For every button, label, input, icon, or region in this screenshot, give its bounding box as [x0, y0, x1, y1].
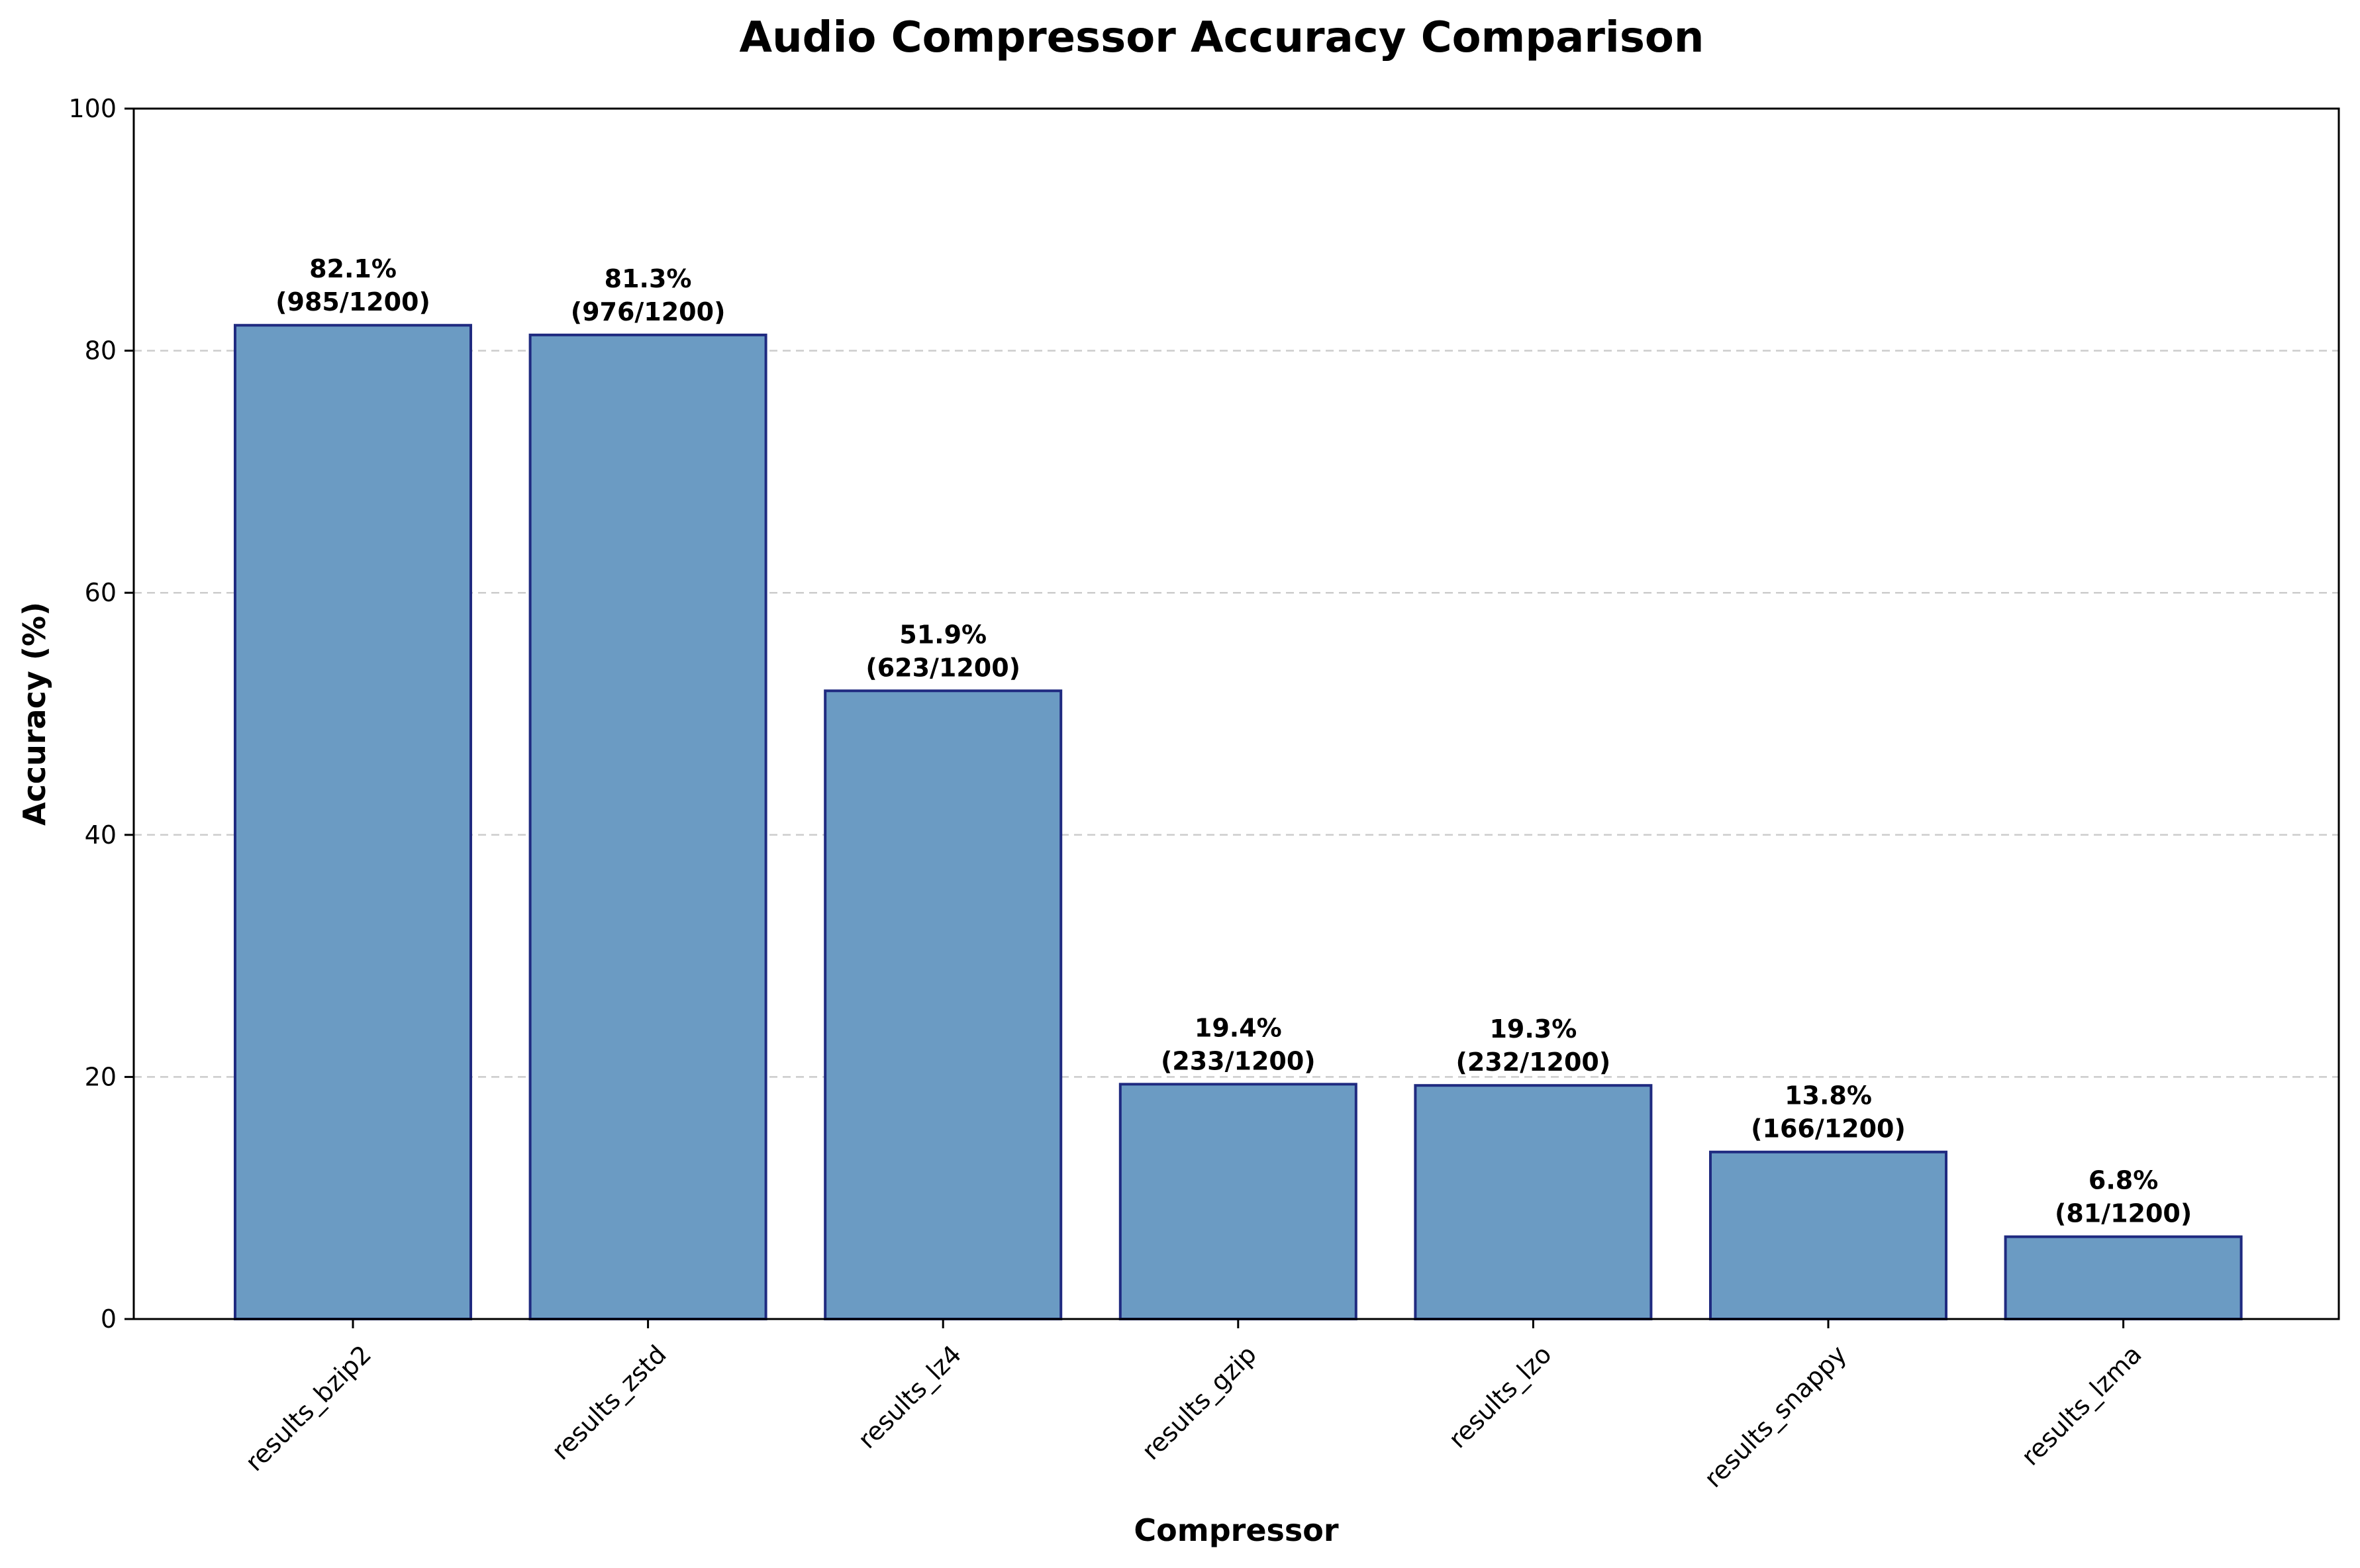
data-label-count: (166/1200) [1751, 1114, 1906, 1144]
data-label-count: (623/1200) [865, 653, 1020, 682]
data-label-percent: 19.4% [1195, 1013, 1282, 1042]
x-tick-label: results_gzip [1136, 1340, 1262, 1465]
data-label-percent: 82.1% [309, 254, 397, 283]
x-tick-label: results_bzip2 [240, 1340, 377, 1477]
data-label-count: (985/1200) [275, 287, 430, 317]
bar [1414, 1084, 1653, 1321]
data-label-percent: 81.3% [605, 264, 692, 293]
data-label-percent: 19.3% [1489, 1014, 1577, 1044]
plot-frame [132, 107, 2340, 1320]
y-tick-label: 0 [101, 1304, 117, 1334]
y-tick-label: 40 [85, 820, 117, 850]
bar [824, 689, 1063, 1320]
data-label-percent: 51.9% [899, 620, 987, 649]
bar [528, 333, 767, 1320]
gridlines [134, 350, 2339, 1078]
x-tick-label: results_lzo [1443, 1340, 1557, 1454]
bar [234, 324, 472, 1320]
bars [234, 324, 2243, 1321]
data-label-count: (233/1200) [1161, 1046, 1316, 1075]
y-tick-label: 100 [68, 94, 117, 123]
data-labels: 82.1% (985/1200) 81.3% (976/1200) 51.9% (623/… [275, 254, 2192, 1228]
bar [2004, 1235, 2243, 1321]
data-label-count: (232/1200) [1456, 1048, 1611, 1077]
data-label-count: (81/1200) [2055, 1199, 2192, 1228]
y-axis-label: Accuracy (%) [17, 602, 52, 826]
x-axis: results_bzip2 results_zstd results_lz4 resu… [240, 1319, 2147, 1493]
bar [1709, 1150, 1947, 1320]
bar [1118, 1083, 1357, 1321]
data-label-percent: 6.8% [2089, 1166, 2158, 1195]
x-tick-label: results_zstd [546, 1340, 671, 1465]
x-tick-label: results_lzma [2016, 1340, 2147, 1471]
x-axis-label: Compressor [1134, 1512, 1338, 1548]
y-tick-label: 20 [85, 1062, 117, 1091]
chart-title: Audio Compressor Accuracy Comparison [740, 13, 1704, 62]
y-tick-label: 60 [85, 578, 117, 607]
x-tick-label: results_lz4 [852, 1340, 967, 1454]
x-tick-label: results_snappy [1698, 1340, 1852, 1493]
y-axis: 0 20 40 60 80 100 [68, 94, 134, 1334]
y-tick-label: 80 [85, 336, 117, 366]
data-label-percent: 13.8% [1785, 1081, 1872, 1110]
data-label-count: (976/1200) [571, 297, 726, 326]
